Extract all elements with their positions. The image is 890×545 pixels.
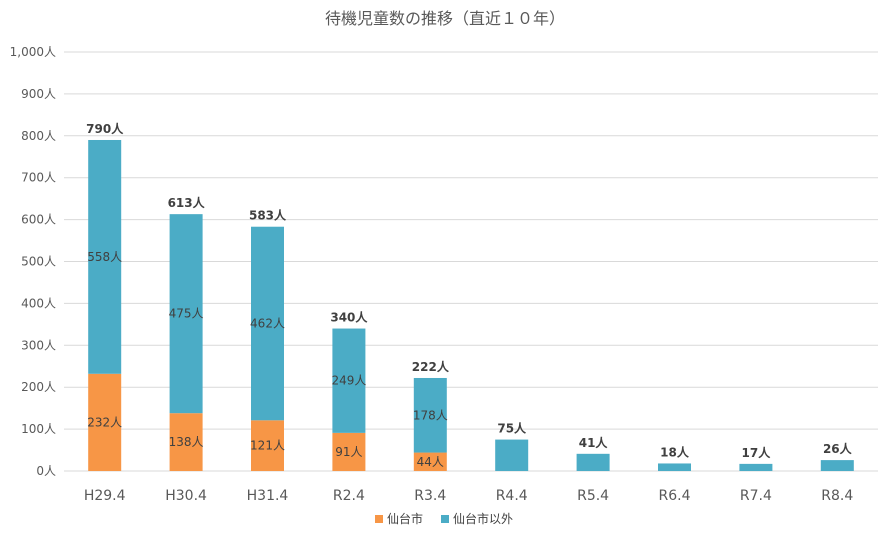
bar-segment-other bbox=[820, 460, 854, 471]
x-tick-label: R3.4 bbox=[414, 488, 446, 504]
y-tick-label: 100人 bbox=[21, 422, 56, 436]
total-label: 222人 bbox=[412, 359, 450, 374]
bar-segment-sendai bbox=[332, 432, 366, 471]
data-label-other: 249人 bbox=[331, 374, 366, 388]
total-label: 613人 bbox=[168, 195, 206, 210]
x-tick-label: R5.4 bbox=[577, 488, 609, 504]
y-tick-label: 600人 bbox=[21, 213, 56, 227]
y-axis: 0人 100人 200人 300人 400人 500人 600人 700人 800人 900人 1,… bbox=[10, 45, 56, 478]
bar-segment-other bbox=[495, 439, 529, 471]
bar-segment-other bbox=[169, 214, 203, 414]
data-label-sendai: 121人 bbox=[250, 439, 285, 453]
total-label: 340人 bbox=[330, 310, 368, 325]
y-tick-label: 900人 bbox=[21, 87, 56, 101]
x-tick-label: H29.4 bbox=[84, 488, 126, 504]
total-label: 17人 bbox=[742, 445, 772, 460]
bar-segment-other bbox=[251, 226, 284, 421]
y-tick-label: 800人 bbox=[21, 129, 56, 143]
x-axis: H29.4 H30.4 H31.4 R2.4 R3.4 R4.4 R5.4 R6.4 R7.4 R… bbox=[84, 488, 854, 504]
bar-segment-sendai bbox=[169, 413, 203, 471]
y-tick-label: 200人 bbox=[21, 380, 56, 394]
data-label-sendai: 44人 bbox=[417, 455, 444, 469]
y-tick-label: 400人 bbox=[21, 296, 56, 310]
total-label: 18人 bbox=[660, 444, 690, 459]
x-tick-label: R8.4 bbox=[821, 488, 853, 504]
x-tick-label: R6.4 bbox=[659, 488, 691, 504]
bar-segment-other bbox=[576, 453, 610, 471]
total-label: 41人 bbox=[579, 435, 609, 450]
y-tick-label: 300人 bbox=[21, 338, 56, 352]
data-label-sendai: 91人 bbox=[335, 445, 362, 459]
bar-segment-sendai bbox=[251, 420, 284, 471]
legend-swatch-sendai bbox=[375, 515, 383, 523]
bar-segment-sendai bbox=[88, 373, 122, 471]
y-tick-label: 0人 bbox=[36, 464, 56, 478]
total-label: 583人 bbox=[249, 208, 287, 223]
x-tick-label: H31.4 bbox=[247, 488, 289, 504]
legend: 仙台市 仙台市以外 bbox=[375, 511, 513, 526]
total-label: 75人 bbox=[497, 421, 527, 436]
bar-segment-other bbox=[88, 139, 122, 374]
data-label-other: 475人 bbox=[169, 307, 204, 321]
legend-label-sendai: 仙台市 bbox=[387, 511, 423, 526]
bar-segment-other bbox=[658, 463, 691, 471]
data-label-sendai: 232人 bbox=[87, 415, 122, 429]
total-label: 26人 bbox=[823, 441, 853, 456]
y-tick-label: 700人 bbox=[21, 171, 56, 185]
y-tick-label: 500人 bbox=[21, 255, 56, 269]
data-label-other: 462人 bbox=[250, 317, 285, 331]
bar-segment-sendai bbox=[413, 452, 447, 471]
legend-swatch-other bbox=[441, 515, 449, 523]
x-tick-label: R4.4 bbox=[496, 488, 528, 504]
bar-segment-other bbox=[739, 463, 773, 471]
chart-title: 待機児童数の推移（直近１０年） bbox=[325, 9, 565, 28]
x-tick-label: H30.4 bbox=[165, 488, 207, 504]
total-label: 790人 bbox=[86, 121, 124, 136]
x-tick-label: R2.4 bbox=[333, 488, 365, 504]
y-tick-label: 1,000人 bbox=[10, 45, 56, 59]
data-label-other: 558人 bbox=[87, 250, 122, 264]
x-tick-label: R7.4 bbox=[740, 488, 772, 504]
data-label-other: 178人 bbox=[413, 408, 448, 422]
bar-segment-other bbox=[332, 328, 366, 433]
bars: 232人 558人 790人 138人 475人 613人 121人 462人 583人 91人 2… bbox=[86, 121, 854, 471]
bar-segment-other bbox=[413, 377, 447, 453]
data-label-sendai: 138人 bbox=[169, 435, 204, 449]
legend-label-other: 仙台市以外 bbox=[453, 511, 513, 526]
